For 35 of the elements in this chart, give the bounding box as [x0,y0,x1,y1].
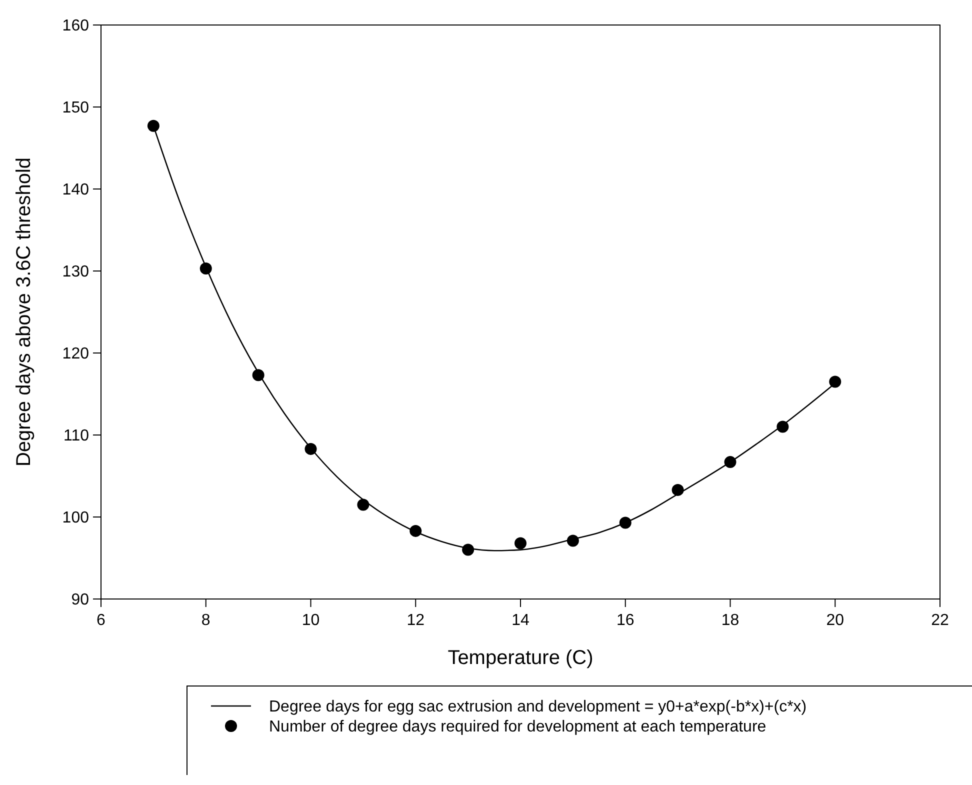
y-tick-label: 140 [62,182,90,199]
point [619,516,632,529]
x-tick-label: 8 [201,612,210,629]
x-tick-label: 14 [512,612,530,629]
point [200,262,212,275]
y-tick-label: 160 [62,18,90,35]
point [410,524,422,537]
point [672,484,684,496]
point [566,534,579,547]
point [304,442,317,455]
y-tick-label: 90 [71,592,90,609]
point [252,369,264,382]
point [147,120,160,132]
point [357,498,370,511]
y-tick-label: 110 [63,428,90,445]
y-axis-title: Degree days above 3.6C threshold [13,157,35,467]
point [724,456,736,468]
y-tick-label: 130 [62,264,90,281]
y-tick-label: 150 [62,100,90,117]
x-tick-label: 18 [721,612,740,629]
x-tick-label: 12 [406,612,425,629]
point [776,420,789,433]
point [462,544,474,556]
point [829,376,842,388]
y-tick-label: 100 [62,510,90,527]
x-tick-label: 22 [931,612,949,629]
legend-label: Number of degree days required for development at each temperature [269,718,766,736]
legend-label: Degree days for egg sac extrusion and development = y0+a*exp(-b*x)+(c*x) [269,698,807,716]
x-tick-label: 6 [96,612,106,629]
x-tick-label: 10 [302,612,320,629]
point [514,537,526,550]
x-axis-title: Temperature (C) [448,647,594,669]
x-tick-label: 20 [826,612,844,629]
y-tick-label: 120 [62,346,90,363]
x-tick-label: 16 [616,612,634,629]
